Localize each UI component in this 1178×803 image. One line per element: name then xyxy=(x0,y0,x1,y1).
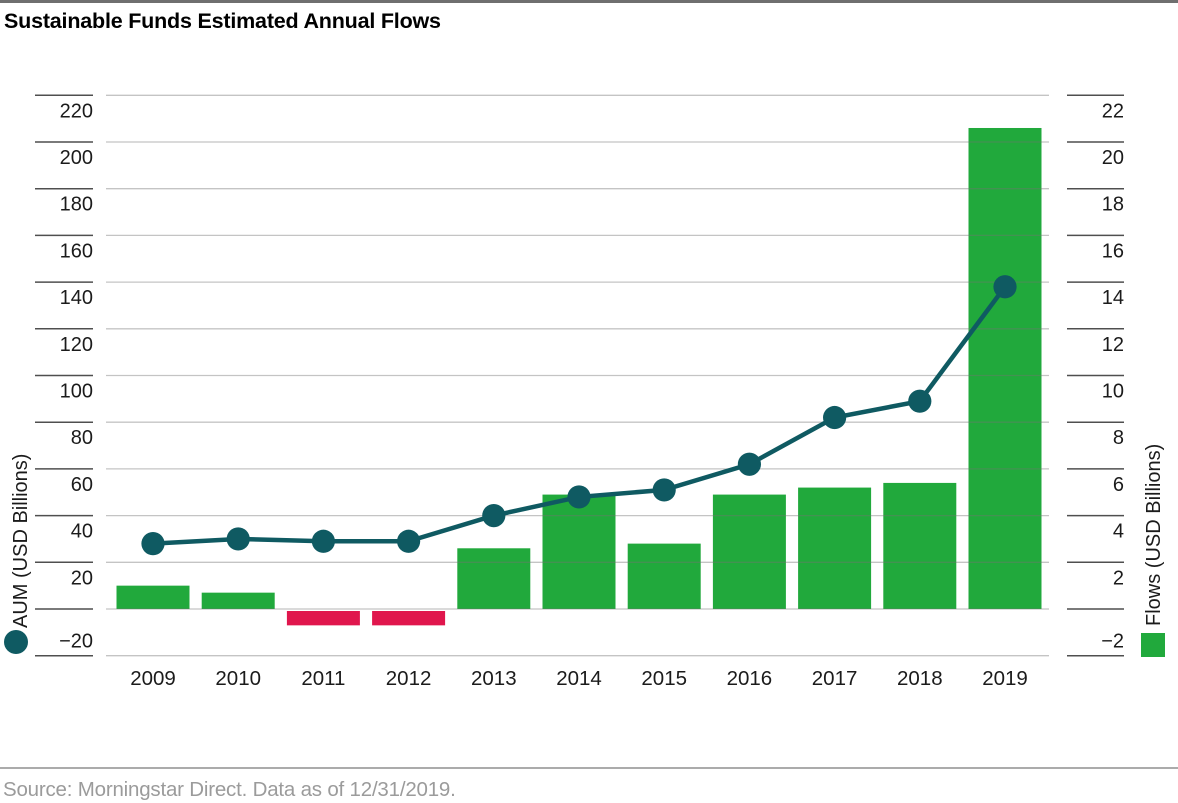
x-label-2019: 2019 xyxy=(982,667,1028,690)
aum-legend-dot xyxy=(4,630,28,654)
source-text: Source: Morningstar Direct. Data as of 1… xyxy=(3,778,456,801)
bar-2016 xyxy=(712,494,786,609)
left-tick-label-220: 220 xyxy=(60,100,93,122)
bar-2011 xyxy=(286,611,360,626)
left-axis-title: AUM (USD Billions) xyxy=(10,454,32,628)
aum-dot-2012 xyxy=(397,529,421,553)
left-tick-label-120: 120 xyxy=(60,334,93,356)
left-tick-label-200: 200 xyxy=(60,147,93,169)
x-label-2014: 2014 xyxy=(556,667,602,690)
left-tick-label-60: 60 xyxy=(71,474,93,496)
chart-canvas: 22020018016014012010080604020−2022201816… xyxy=(4,94,1165,690)
right-tick-label-22: 22 xyxy=(1102,100,1124,122)
x-label-2016: 2016 xyxy=(727,667,773,690)
x-label-2009: 2009 xyxy=(130,667,176,690)
right-tick-label-8: 8 xyxy=(1113,427,1124,449)
left-tick-label-180: 180 xyxy=(60,194,93,216)
right-tick-label-18: 18 xyxy=(1102,194,1124,216)
x-label-2013: 2013 xyxy=(471,667,517,690)
bar-2019 xyxy=(968,127,1042,610)
x-label-2018: 2018 xyxy=(897,667,943,690)
aum-dot-2009 xyxy=(141,532,165,556)
right-tick-label-2: 2 xyxy=(1113,567,1124,589)
x-label-2015: 2015 xyxy=(641,667,687,690)
left-tick-label-40: 40 xyxy=(71,521,93,543)
left-tick-label-140: 140 xyxy=(60,287,93,309)
right-tick-label-4: 4 xyxy=(1113,521,1124,543)
aum-dot-2013 xyxy=(482,503,506,528)
bar-2018 xyxy=(883,482,957,609)
bar-2013 xyxy=(457,548,531,609)
right-axis-title: Flows (USD Billions) xyxy=(1143,444,1165,626)
aum-dot-2014 xyxy=(567,485,591,509)
right-tick-label-6: 6 xyxy=(1113,474,1124,496)
aum-dot-2016 xyxy=(737,452,762,476)
aum-dot-2011 xyxy=(311,529,335,553)
aum-dot-2017 xyxy=(823,405,847,430)
aum-dot-2018 xyxy=(908,389,932,413)
x-label-2010: 2010 xyxy=(215,667,261,690)
aum-dot-2015 xyxy=(652,478,676,502)
flows-legend-swatch xyxy=(1141,633,1165,657)
aum-dot-2019 xyxy=(993,275,1017,299)
bar-2017 xyxy=(798,487,872,609)
left-tick-label-20: 20 xyxy=(71,567,93,589)
left-tick-label-160: 160 xyxy=(60,240,93,262)
bar-2015 xyxy=(627,543,701,609)
right-tick-label-12: 12 xyxy=(1102,334,1124,356)
left-tick-label--20: −20 xyxy=(59,631,93,653)
chart-title: Sustainable Funds Estimated Annual Flows xyxy=(4,9,441,33)
top-rule xyxy=(0,0,1178,3)
bar-2009 xyxy=(116,585,190,609)
bar-2010 xyxy=(201,592,275,609)
right-tick-label-16: 16 xyxy=(1102,240,1124,262)
aum-dot-2010 xyxy=(226,527,250,551)
source-divider xyxy=(0,767,1178,769)
right-tick-label-20: 20 xyxy=(1102,147,1124,169)
x-label-2017: 2017 xyxy=(812,667,858,690)
right-tick-label-10: 10 xyxy=(1102,381,1124,403)
x-label-2011: 2011 xyxy=(301,667,345,690)
left-tick-label-100: 100 xyxy=(60,381,93,403)
right-tick-label--2: −2 xyxy=(1101,631,1124,653)
x-label-2012: 2012 xyxy=(386,667,432,690)
bar-2012 xyxy=(372,611,446,626)
bar-2014 xyxy=(542,494,616,609)
left-tick-label-80: 80 xyxy=(71,427,93,449)
right-tick-label-14: 14 xyxy=(1102,287,1124,309)
